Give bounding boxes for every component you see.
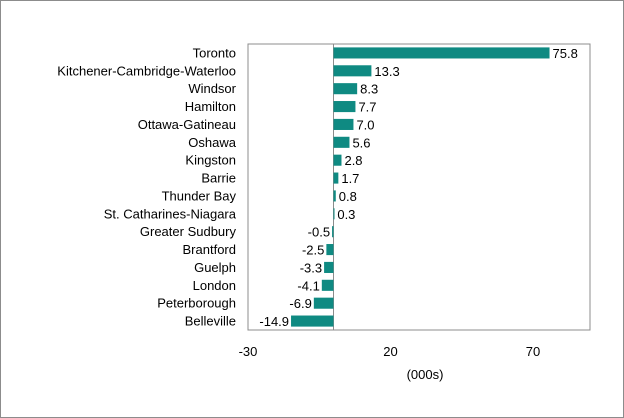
data-label: 2.8: [344, 153, 362, 168]
bar: [321, 279, 334, 291]
category-label: Greater Sudbury: [140, 224, 237, 239]
data-label: 0.3: [337, 207, 355, 222]
bar: [333, 190, 336, 202]
category-label: Ottawa-Gatineau: [138, 117, 236, 132]
x-tick-label: 20: [383, 344, 397, 359]
bar: [291, 315, 334, 327]
bar: [333, 47, 550, 59]
category-label: Barrie: [201, 171, 236, 186]
category-label: Kitchener-Cambridge-Waterloo: [57, 63, 236, 78]
data-label: -4.1: [297, 278, 319, 293]
bar: [332, 226, 334, 238]
data-label: 0.8: [339, 189, 357, 204]
x-tick-label: -30: [239, 344, 258, 359]
data-label: 7.0: [356, 117, 374, 132]
category-label: Belleville: [185, 314, 236, 329]
data-label: 13.3: [374, 64, 399, 79]
bar: [326, 244, 334, 256]
category-label: London: [193, 278, 236, 293]
data-label: 7.7: [358, 100, 376, 115]
data-label: -3.3: [300, 260, 322, 275]
data-label: 75.8: [553, 46, 578, 61]
bar: [333, 83, 358, 95]
x-axis-label: (000s): [407, 367, 444, 382]
data-label: 5.6: [352, 135, 370, 150]
category-label: Windsor: [188, 81, 236, 96]
bar: [333, 154, 342, 166]
data-label: -14.9: [259, 314, 289, 329]
bar: [324, 261, 334, 273]
bar: [333, 101, 356, 113]
category-label: Toronto: [193, 45, 236, 60]
category-label: Oshawa: [188, 135, 236, 150]
data-label: -0.5: [308, 225, 330, 240]
bar: [333, 65, 372, 77]
data-label: -6.9: [289, 296, 311, 311]
data-label: 8.3: [360, 82, 378, 97]
bar: [333, 172, 339, 184]
bar: [333, 118, 354, 130]
plot-area: [247, 43, 591, 331]
category-label: Brantford: [183, 242, 236, 257]
category-label: Peterborough: [157, 296, 236, 311]
category-label: Guelph: [194, 260, 236, 275]
data-label: -2.5: [302, 243, 324, 258]
category-label: Hamilton: [185, 99, 236, 114]
x-tick-label: 70: [526, 344, 540, 359]
bar: [313, 297, 334, 309]
data-label: 1.7: [341, 171, 359, 186]
category-label: Thunder Bay: [162, 188, 237, 203]
bar: [333, 136, 350, 148]
category-label: St. Catharines-Niagara: [104, 206, 237, 221]
category-label: Kingston: [185, 153, 236, 168]
bar: [333, 208, 335, 220]
